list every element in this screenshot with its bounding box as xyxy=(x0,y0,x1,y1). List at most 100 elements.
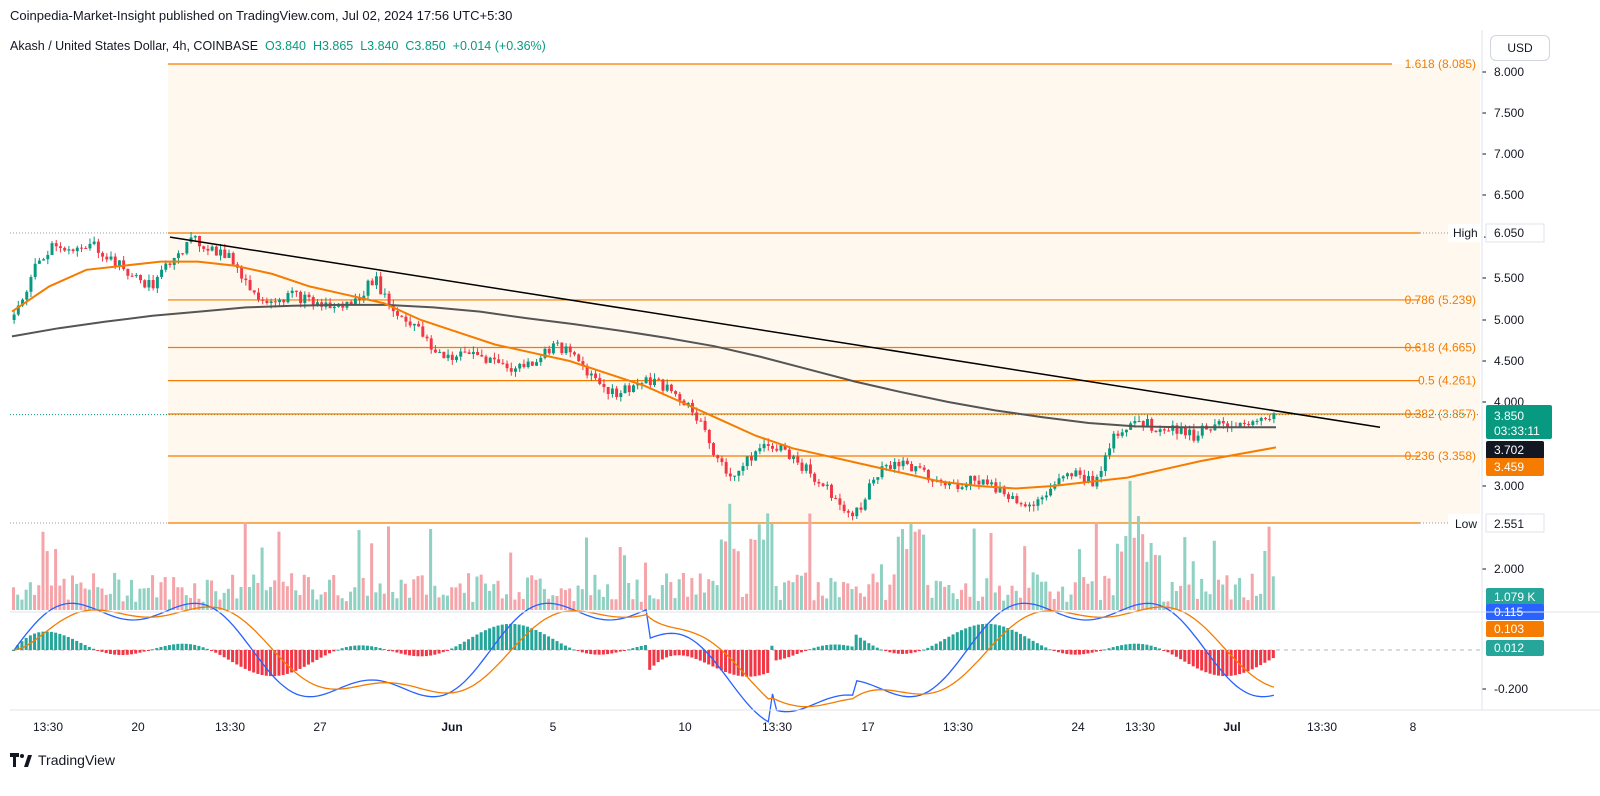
volume-bar xyxy=(1187,584,1191,610)
volume-bar xyxy=(41,531,45,610)
macd-hist-bar xyxy=(1132,643,1136,650)
volume-bar xyxy=(542,589,546,610)
volume-bar xyxy=(930,597,934,610)
volume-bar xyxy=(45,551,49,610)
candle-body xyxy=(543,348,547,358)
macd-hist-bar xyxy=(33,633,37,650)
macd-hist-bar xyxy=(774,650,778,661)
macd-hist-bar xyxy=(1191,650,1195,667)
candle-body xyxy=(223,249,227,258)
volume-bar xyxy=(247,587,251,610)
macd-hist-bar xyxy=(134,650,138,654)
candle-body xyxy=(160,269,164,277)
symbol-legend[interactable]: Akash / United States Dollar, 4h, COINBA… xyxy=(10,39,546,53)
volume-bar xyxy=(222,592,226,610)
volume-bar xyxy=(985,578,989,610)
volume-bar xyxy=(1069,594,1073,610)
currency-button[interactable]: USD xyxy=(1490,35,1550,61)
volume-bar xyxy=(842,581,846,610)
candle-body xyxy=(821,483,825,487)
volume-bar xyxy=(960,589,964,610)
candle-body xyxy=(804,464,808,471)
macd-hist-bar xyxy=(981,623,985,650)
volume-bar xyxy=(155,597,159,610)
candle-body xyxy=(808,464,812,474)
volume-bar xyxy=(837,597,841,610)
volume-bar xyxy=(386,526,390,610)
volume-bar xyxy=(492,584,496,610)
ema-fast-tag-bg xyxy=(1486,458,1544,476)
volume-bar xyxy=(622,555,626,610)
volume-bar xyxy=(1107,578,1111,610)
volume-bar xyxy=(892,574,896,610)
volume-bar xyxy=(269,586,273,610)
macd-hist-bar xyxy=(808,649,812,651)
volume-bar xyxy=(1179,585,1183,610)
volume-bar xyxy=(323,592,327,610)
volume-bar xyxy=(863,596,867,610)
candle-body xyxy=(1099,470,1103,477)
volume-bar xyxy=(1065,601,1069,610)
macd-hist-bar xyxy=(108,650,112,654)
candle-body xyxy=(1238,422,1242,427)
volume-bar xyxy=(791,582,795,610)
candle-body xyxy=(1015,496,1019,504)
macd-hist-bar xyxy=(656,650,660,663)
candle-body xyxy=(438,351,442,353)
volume-bar xyxy=(479,574,483,610)
volume-bar xyxy=(1271,576,1275,610)
x-tick-label-9: 13:30 xyxy=(943,720,973,734)
macd-hist-bar xyxy=(340,648,344,650)
macd-hist-bar xyxy=(1204,650,1208,673)
candle-body xyxy=(12,314,16,320)
candle-body xyxy=(1040,497,1044,500)
volume-bar xyxy=(1082,577,1086,610)
candle-body xyxy=(973,475,977,481)
volume-bar xyxy=(218,599,222,610)
macd-hist-bar xyxy=(694,650,698,659)
macd-hist-bar xyxy=(45,631,49,650)
candle-body xyxy=(484,356,488,363)
macd-hist-bar xyxy=(62,635,66,650)
candle-body xyxy=(488,357,492,363)
y-tick-label-10: 2.000 xyxy=(1494,562,1524,576)
volume-bar xyxy=(146,587,150,610)
candle-body xyxy=(539,357,543,363)
macd-hist-bar xyxy=(1018,633,1022,650)
macd-hist-bar xyxy=(837,644,841,650)
volume-bar xyxy=(83,588,87,610)
volume-bar xyxy=(1166,601,1170,610)
candle-body xyxy=(92,241,96,244)
volume-bar xyxy=(601,596,605,610)
candle-body xyxy=(332,306,336,309)
countdown: 03:33:11 xyxy=(1494,424,1540,438)
volume-bar xyxy=(795,574,799,610)
volume-bar xyxy=(361,577,365,610)
macd-hist-bar xyxy=(534,629,538,650)
macd-hist-bar xyxy=(247,650,251,671)
macd-hist-bar xyxy=(930,645,934,650)
macd-hist-bar xyxy=(589,650,593,655)
x-tick-label-4: Jun xyxy=(441,720,462,734)
candle-body xyxy=(551,343,555,354)
candle-body xyxy=(168,263,172,265)
candle-body xyxy=(240,267,244,279)
macd-hist-bar xyxy=(858,637,862,650)
volume-bar xyxy=(54,549,58,610)
volume-bar xyxy=(597,589,601,610)
volume-bar xyxy=(281,581,285,610)
macd-hist-bar xyxy=(572,649,576,651)
macd-hist-bar xyxy=(323,650,327,656)
volume-bar xyxy=(20,599,24,610)
candle-body xyxy=(151,279,155,289)
volume-bar xyxy=(420,575,424,610)
macd-hist-bar xyxy=(462,641,466,650)
candle-body xyxy=(1221,420,1225,424)
volume-bar xyxy=(441,594,445,610)
candle-body xyxy=(606,387,610,394)
macd-hist-bar xyxy=(530,628,534,650)
candle-body xyxy=(876,477,880,480)
macd-hist-bar xyxy=(79,642,83,650)
low-value-bg xyxy=(1485,513,1545,533)
